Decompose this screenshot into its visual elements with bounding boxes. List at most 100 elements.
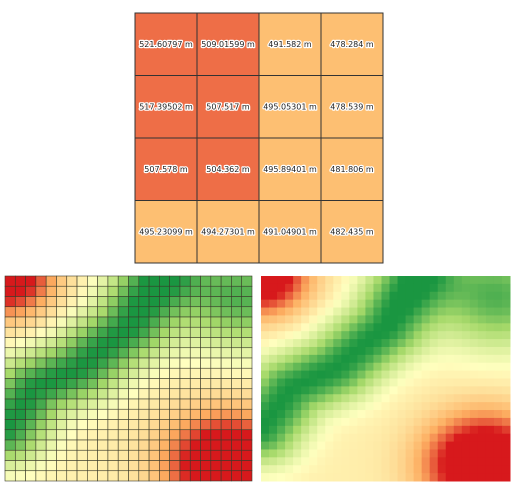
raster-pixel [301, 354, 310, 364]
raster-cell [241, 306, 253, 318]
raster-cell [76, 449, 88, 461]
raster-cell [107, 306, 119, 318]
raster-cell [14, 347, 26, 359]
raster-pixel [317, 449, 326, 458]
raster-cell [148, 296, 160, 308]
raster-cell [117, 429, 129, 441]
raster-cell [138, 357, 150, 369]
raster-cell [14, 470, 26, 482]
raster-pixel [437, 441, 447, 450]
raster-pixel [309, 417, 318, 427]
raster-pixel [293, 394, 302, 403]
raster-pixel [269, 402, 278, 411]
raster-pixel [477, 283, 487, 293]
raster-pixel [269, 362, 278, 372]
raster-pixel [493, 276, 503, 285]
raster-cell [97, 460, 109, 472]
raster-pixel [437, 283, 447, 293]
raster-pixel [501, 417, 511, 427]
raster-cell [4, 367, 16, 379]
raster-cell [220, 306, 232, 318]
raster-pixel [421, 394, 431, 403]
raster-cell [231, 316, 243, 328]
raster-pixel [285, 402, 294, 411]
raster-pixel [317, 402, 326, 411]
raster-pixel [285, 291, 294, 301]
raster-pixel [485, 346, 495, 356]
raster-pixel [333, 291, 342, 301]
raster-cell [25, 296, 37, 308]
raster-cell [76, 296, 88, 308]
raster-pixel [349, 370, 358, 379]
raster-cell [179, 419, 191, 431]
raster-cell [4, 378, 16, 390]
raster-pixel [461, 276, 471, 285]
raster-pixel [349, 394, 358, 403]
raster-pixel [309, 331, 318, 340]
raster-pixel [325, 299, 334, 309]
raster-pixel [493, 449, 503, 458]
raster-cell [97, 408, 109, 420]
raster-pixel [413, 339, 423, 348]
raster-pixel [469, 331, 479, 340]
raster-pixel [405, 362, 415, 372]
raster-pixel [365, 362, 374, 372]
cell-label: 504.362 m [206, 165, 250, 174]
raster-pixel [389, 433, 399, 443]
raster-cell [159, 388, 170, 400]
raster-pixel [389, 276, 399, 285]
raster-cell [128, 439, 140, 451]
raster-cell [76, 275, 88, 287]
raster-pixel [469, 307, 479, 316]
raster-cell [189, 419, 201, 431]
raster-pixel [477, 354, 487, 364]
raster-cell [231, 296, 243, 308]
raster-cell [200, 367, 212, 379]
raster-cell [97, 419, 109, 431]
raster-pixel [501, 457, 511, 466]
raster-pixel [413, 473, 423, 482]
raster-cell [189, 275, 201, 287]
raster-pixel [301, 394, 310, 403]
raster-pixel [285, 417, 294, 427]
raster-cell [210, 347, 222, 359]
raster-pixel [429, 465, 439, 474]
raster-pixel [397, 417, 407, 427]
raster-pixel [309, 394, 318, 403]
raster-pixel [269, 410, 278, 419]
raster-cell [97, 439, 109, 451]
raster-pixel [333, 339, 342, 348]
raster-pixel [437, 465, 447, 474]
raster-pixel [365, 354, 374, 364]
raster-pixel [381, 465, 391, 474]
raster-pixel [261, 410, 270, 419]
raster-cell [117, 460, 129, 472]
raster-pixel [333, 354, 342, 364]
raster-pixel [285, 386, 294, 395]
raster-cell [87, 470, 98, 482]
raster-cell [231, 347, 243, 359]
raster-pixel [261, 331, 270, 340]
raster-pixel [429, 378, 439, 387]
raster-pixel [413, 315, 423, 324]
raster-cell [107, 388, 119, 400]
raster-cell [189, 439, 201, 451]
raster-cell [76, 470, 88, 482]
raster-pixel [461, 299, 471, 309]
raster-pixel [341, 441, 350, 450]
raster-cell [87, 275, 98, 287]
raster-pixel [445, 457, 455, 466]
raster-pixel [261, 386, 270, 395]
raster-pixel [437, 339, 447, 348]
raster-pixel [349, 473, 358, 482]
raster-pixel [269, 283, 278, 293]
raster-cell [231, 429, 243, 441]
raster-pixel [293, 346, 302, 356]
raster-pixel [277, 425, 286, 435]
raster-cell [231, 460, 243, 472]
raster-pixel [381, 339, 391, 348]
raster-cell [97, 285, 109, 297]
raster-cell [14, 439, 26, 451]
raster-pixel [389, 283, 399, 293]
raster-pixel [357, 433, 366, 443]
